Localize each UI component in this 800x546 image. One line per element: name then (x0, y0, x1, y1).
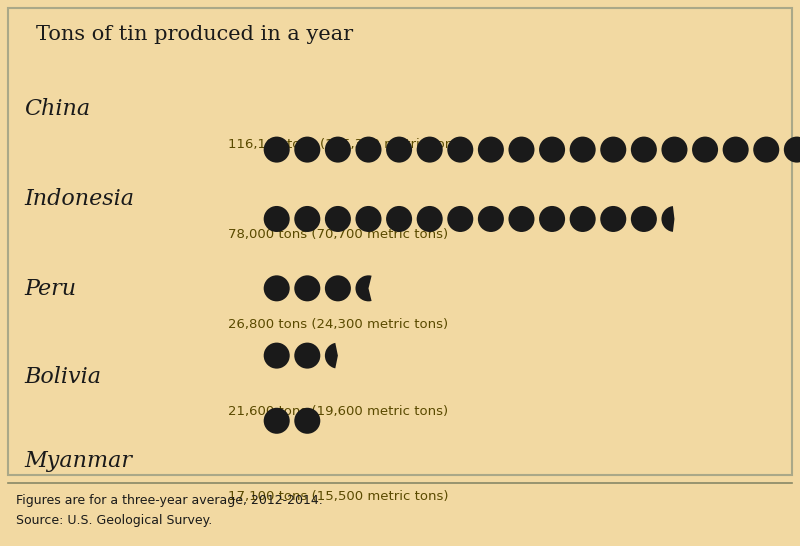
Wedge shape (784, 136, 800, 163)
Wedge shape (509, 136, 534, 163)
Wedge shape (264, 275, 290, 301)
Text: 26,800 tons (24,300 metric tons): 26,800 tons (24,300 metric tons) (228, 318, 448, 331)
Wedge shape (673, 203, 690, 235)
Wedge shape (386, 206, 412, 232)
Wedge shape (294, 342, 320, 369)
Wedge shape (478, 136, 504, 163)
Text: Peru: Peru (24, 278, 76, 300)
Wedge shape (692, 136, 718, 163)
Wedge shape (369, 273, 385, 304)
Wedge shape (355, 275, 382, 301)
Text: Indonesia: Indonesia (24, 188, 134, 210)
Wedge shape (294, 206, 320, 232)
Wedge shape (325, 275, 351, 301)
Wedge shape (600, 206, 626, 232)
Text: 21,600 tons (19,600 metric tons): 21,600 tons (19,600 metric tons) (228, 405, 448, 418)
Wedge shape (754, 136, 779, 163)
Wedge shape (355, 136, 382, 163)
Wedge shape (325, 136, 351, 163)
Wedge shape (334, 340, 354, 372)
Wedge shape (570, 206, 596, 232)
Text: Source: U.S. Geological Survey.: Source: U.S. Geological Survey. (16, 514, 212, 527)
Wedge shape (722, 136, 749, 163)
Text: Figures are for a three-year average, 2012-2014.: Figures are for a three-year average, 20… (16, 494, 322, 507)
Wedge shape (662, 136, 687, 163)
Wedge shape (294, 275, 320, 301)
Wedge shape (539, 206, 565, 232)
Text: Bolivia: Bolivia (24, 366, 101, 388)
Text: 78,000 tons (70,700 metric tons): 78,000 tons (70,700 metric tons) (228, 228, 448, 241)
Wedge shape (447, 136, 474, 163)
Wedge shape (417, 136, 442, 163)
Wedge shape (509, 206, 534, 232)
Text: Myanmar: Myanmar (24, 450, 132, 472)
Wedge shape (264, 342, 290, 369)
Wedge shape (264, 408, 290, 434)
Wedge shape (325, 206, 351, 232)
Wedge shape (355, 206, 382, 232)
Wedge shape (662, 206, 687, 232)
Wedge shape (631, 136, 657, 163)
Text: 116,100 tons (105,300 metric tons): 116,100 tons (105,300 metric tons) (228, 138, 466, 151)
Text: Tons of tin produced in a year: Tons of tin produced in a year (36, 25, 353, 44)
Bar (8, 8, 792, 475)
Text: China: China (24, 98, 90, 120)
Wedge shape (264, 206, 290, 232)
Wedge shape (386, 136, 412, 163)
Wedge shape (570, 136, 596, 163)
Wedge shape (264, 136, 290, 163)
Wedge shape (294, 408, 320, 434)
Wedge shape (600, 136, 626, 163)
Wedge shape (478, 206, 504, 232)
Wedge shape (325, 342, 351, 369)
Wedge shape (539, 136, 565, 163)
Wedge shape (631, 206, 657, 232)
Text: 17,100 tons (15,500 metric tons): 17,100 tons (15,500 metric tons) (228, 490, 449, 503)
Wedge shape (447, 206, 474, 232)
Wedge shape (417, 206, 442, 232)
Wedge shape (294, 136, 320, 163)
